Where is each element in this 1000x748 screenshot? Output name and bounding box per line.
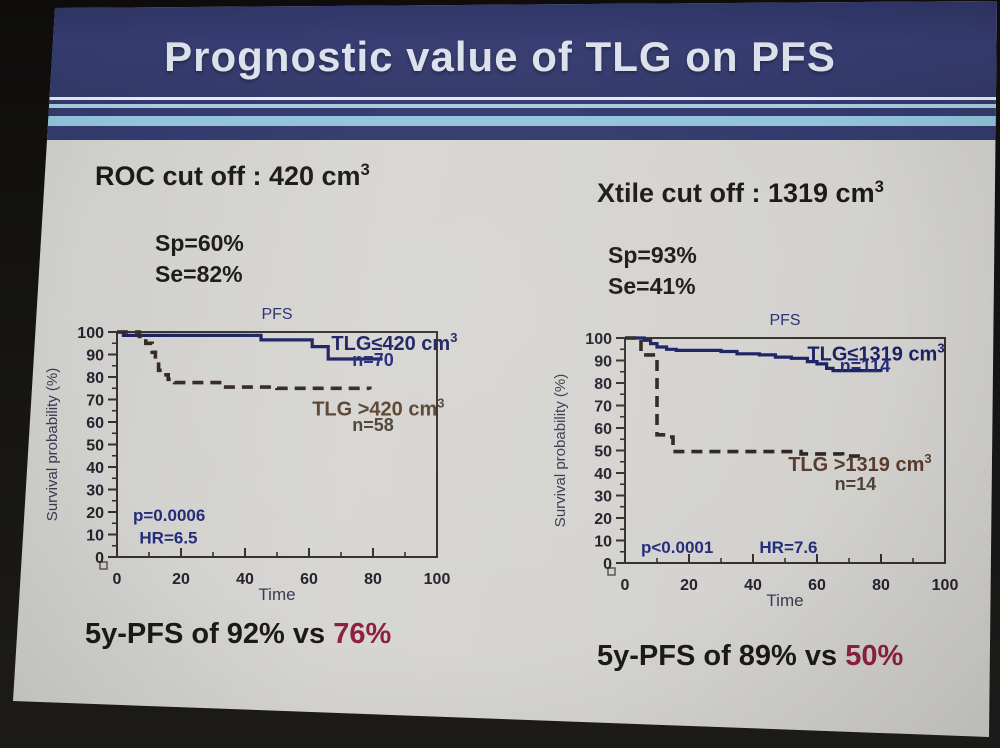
y-tick-label: 0 xyxy=(95,550,104,567)
x-tick-label: 80 xyxy=(364,571,382,588)
y-axis-label: Survival probability (%) xyxy=(44,368,61,521)
left-cutoff-header: ROC cut off : 420 cm3 xyxy=(95,160,370,192)
right-cutoff-text: Xtile cut off : 1319 cm xyxy=(597,178,875,208)
stripe-thin-white xyxy=(13,97,997,100)
survival-curve-dashed xyxy=(117,330,372,391)
y-tick-label: 60 xyxy=(86,415,104,432)
left-cutoff-text: ROC cut off : 420 cm xyxy=(95,161,361,191)
pfs-chart-right: 0 10 20 30 40 50 60 70 80 90 100 0 20 40 60 80 100 PFS Sur… xyxy=(552,312,959,610)
x-tick-label: 40 xyxy=(236,571,254,588)
decorative-stripes xyxy=(13,97,997,140)
series-label: TLG >1319 cm3 xyxy=(788,451,931,476)
left-summary: 5y-PFS of 92% vs 76% xyxy=(85,618,391,651)
y-tick-label: 10 xyxy=(86,528,104,545)
survival-curve-solid xyxy=(625,336,883,373)
stripe-navy-gap-3 xyxy=(13,126,997,140)
stripe-thin-blue xyxy=(13,104,997,108)
right-specificity: Sp=93% xyxy=(608,242,697,268)
origin-marker xyxy=(99,561,108,570)
left-specificity: Sp=60% xyxy=(155,230,244,256)
y-tick-label: 50 xyxy=(86,438,104,455)
y-tick-label: 90 xyxy=(86,348,104,365)
survival-curve-dashed xyxy=(625,336,865,458)
left-sensitivity: Se=82% xyxy=(155,261,243,287)
right-summary-highlight: 50% xyxy=(845,640,904,672)
y-tick-label: 100 xyxy=(77,325,104,342)
y-tick-label: 40 xyxy=(594,466,612,483)
y-tick-label: 70 xyxy=(86,393,104,410)
stat-annotation: HR=7.6 xyxy=(759,538,817,557)
y-tick-label: 50 xyxy=(594,444,612,461)
series-n-label: n=114 xyxy=(840,356,891,376)
stat-annotation: HR=6.5 xyxy=(139,529,197,548)
right-cutoff-superscript: 3 xyxy=(874,177,884,196)
x-tick-label: 60 xyxy=(808,577,826,594)
y-tick-label: 80 xyxy=(86,370,104,387)
series-label: TLG≤420 cm3 xyxy=(331,330,457,355)
stat-annotation: p<0.0001 xyxy=(641,538,713,557)
pfs-chart-left: 0 10 20 30 40 50 60 70 80 90 100 0 20 40 60 80 100 PFS Sur… xyxy=(44,306,457,604)
right-summary: 5y-PFS of 89% vs 50% xyxy=(597,640,903,673)
x-tick-label: 0 xyxy=(113,571,122,588)
x-tick-label: 20 xyxy=(172,571,190,588)
stripe-wide-blue xyxy=(13,116,997,126)
y-tick-label: 30 xyxy=(594,489,612,506)
right-sensitivity: Se=41% xyxy=(608,273,696,299)
title-band: Prognostic value of TLG on PFS xyxy=(13,1,997,97)
series-label: TLG >420 cm3 xyxy=(312,395,444,420)
left-cutoff-superscript: 3 xyxy=(360,160,370,179)
y-tick-label: 60 xyxy=(594,421,612,438)
x-tick-label: 0 xyxy=(621,577,630,594)
left-summary-highlight: 76% xyxy=(333,618,392,650)
y-tick-label: 30 xyxy=(86,483,104,500)
x-tick-label: 60 xyxy=(300,571,318,588)
series-n-label: n=70 xyxy=(352,350,394,370)
x-axis-label: Time xyxy=(766,591,803,610)
series-n-label: n=14 xyxy=(835,474,877,494)
y-tick-label: 100 xyxy=(585,331,612,348)
x-tick-label: 20 xyxy=(680,577,698,594)
series-label: TLG≤1319 cm3 xyxy=(807,341,944,366)
right-summary-text: 5y-PFS of 89% vs xyxy=(597,640,846,672)
stat-annotation: p=0.0006 xyxy=(133,506,205,525)
y-axis-label: Survival probability (%) xyxy=(552,374,569,527)
y-tick-label: 90 xyxy=(594,354,612,371)
series-n-label: n=58 xyxy=(352,415,394,435)
chart-title: PFS xyxy=(261,306,292,323)
x-axis-label: Time xyxy=(258,585,295,604)
y-tick-label: 10 xyxy=(594,534,612,551)
y-tick-label: 70 xyxy=(594,399,612,416)
left-summary-text: 5y-PFS of 92% vs xyxy=(85,618,334,650)
slide-title: Prognostic value of TLG on PFS xyxy=(164,33,836,80)
x-tick-label: 100 xyxy=(932,577,959,594)
right-cutoff-header: Xtile cut off : 1319 cm3 xyxy=(597,177,884,209)
y-tick-label: 20 xyxy=(594,511,612,528)
y-tick-label: 20 xyxy=(86,505,104,522)
x-tick-label: 80 xyxy=(872,577,890,594)
stripe-navy-gap-2 xyxy=(13,108,997,116)
x-tick-label: 100 xyxy=(424,571,451,588)
y-tick-label: 80 xyxy=(594,376,612,393)
x-tick-label: 40 xyxy=(744,577,762,594)
y-tick-label: 0 xyxy=(603,556,612,573)
y-tick-label: 40 xyxy=(86,460,104,477)
stripe-navy-gap-1 xyxy=(13,100,997,104)
chart-title: PFS xyxy=(769,312,800,329)
origin-marker xyxy=(607,567,616,576)
